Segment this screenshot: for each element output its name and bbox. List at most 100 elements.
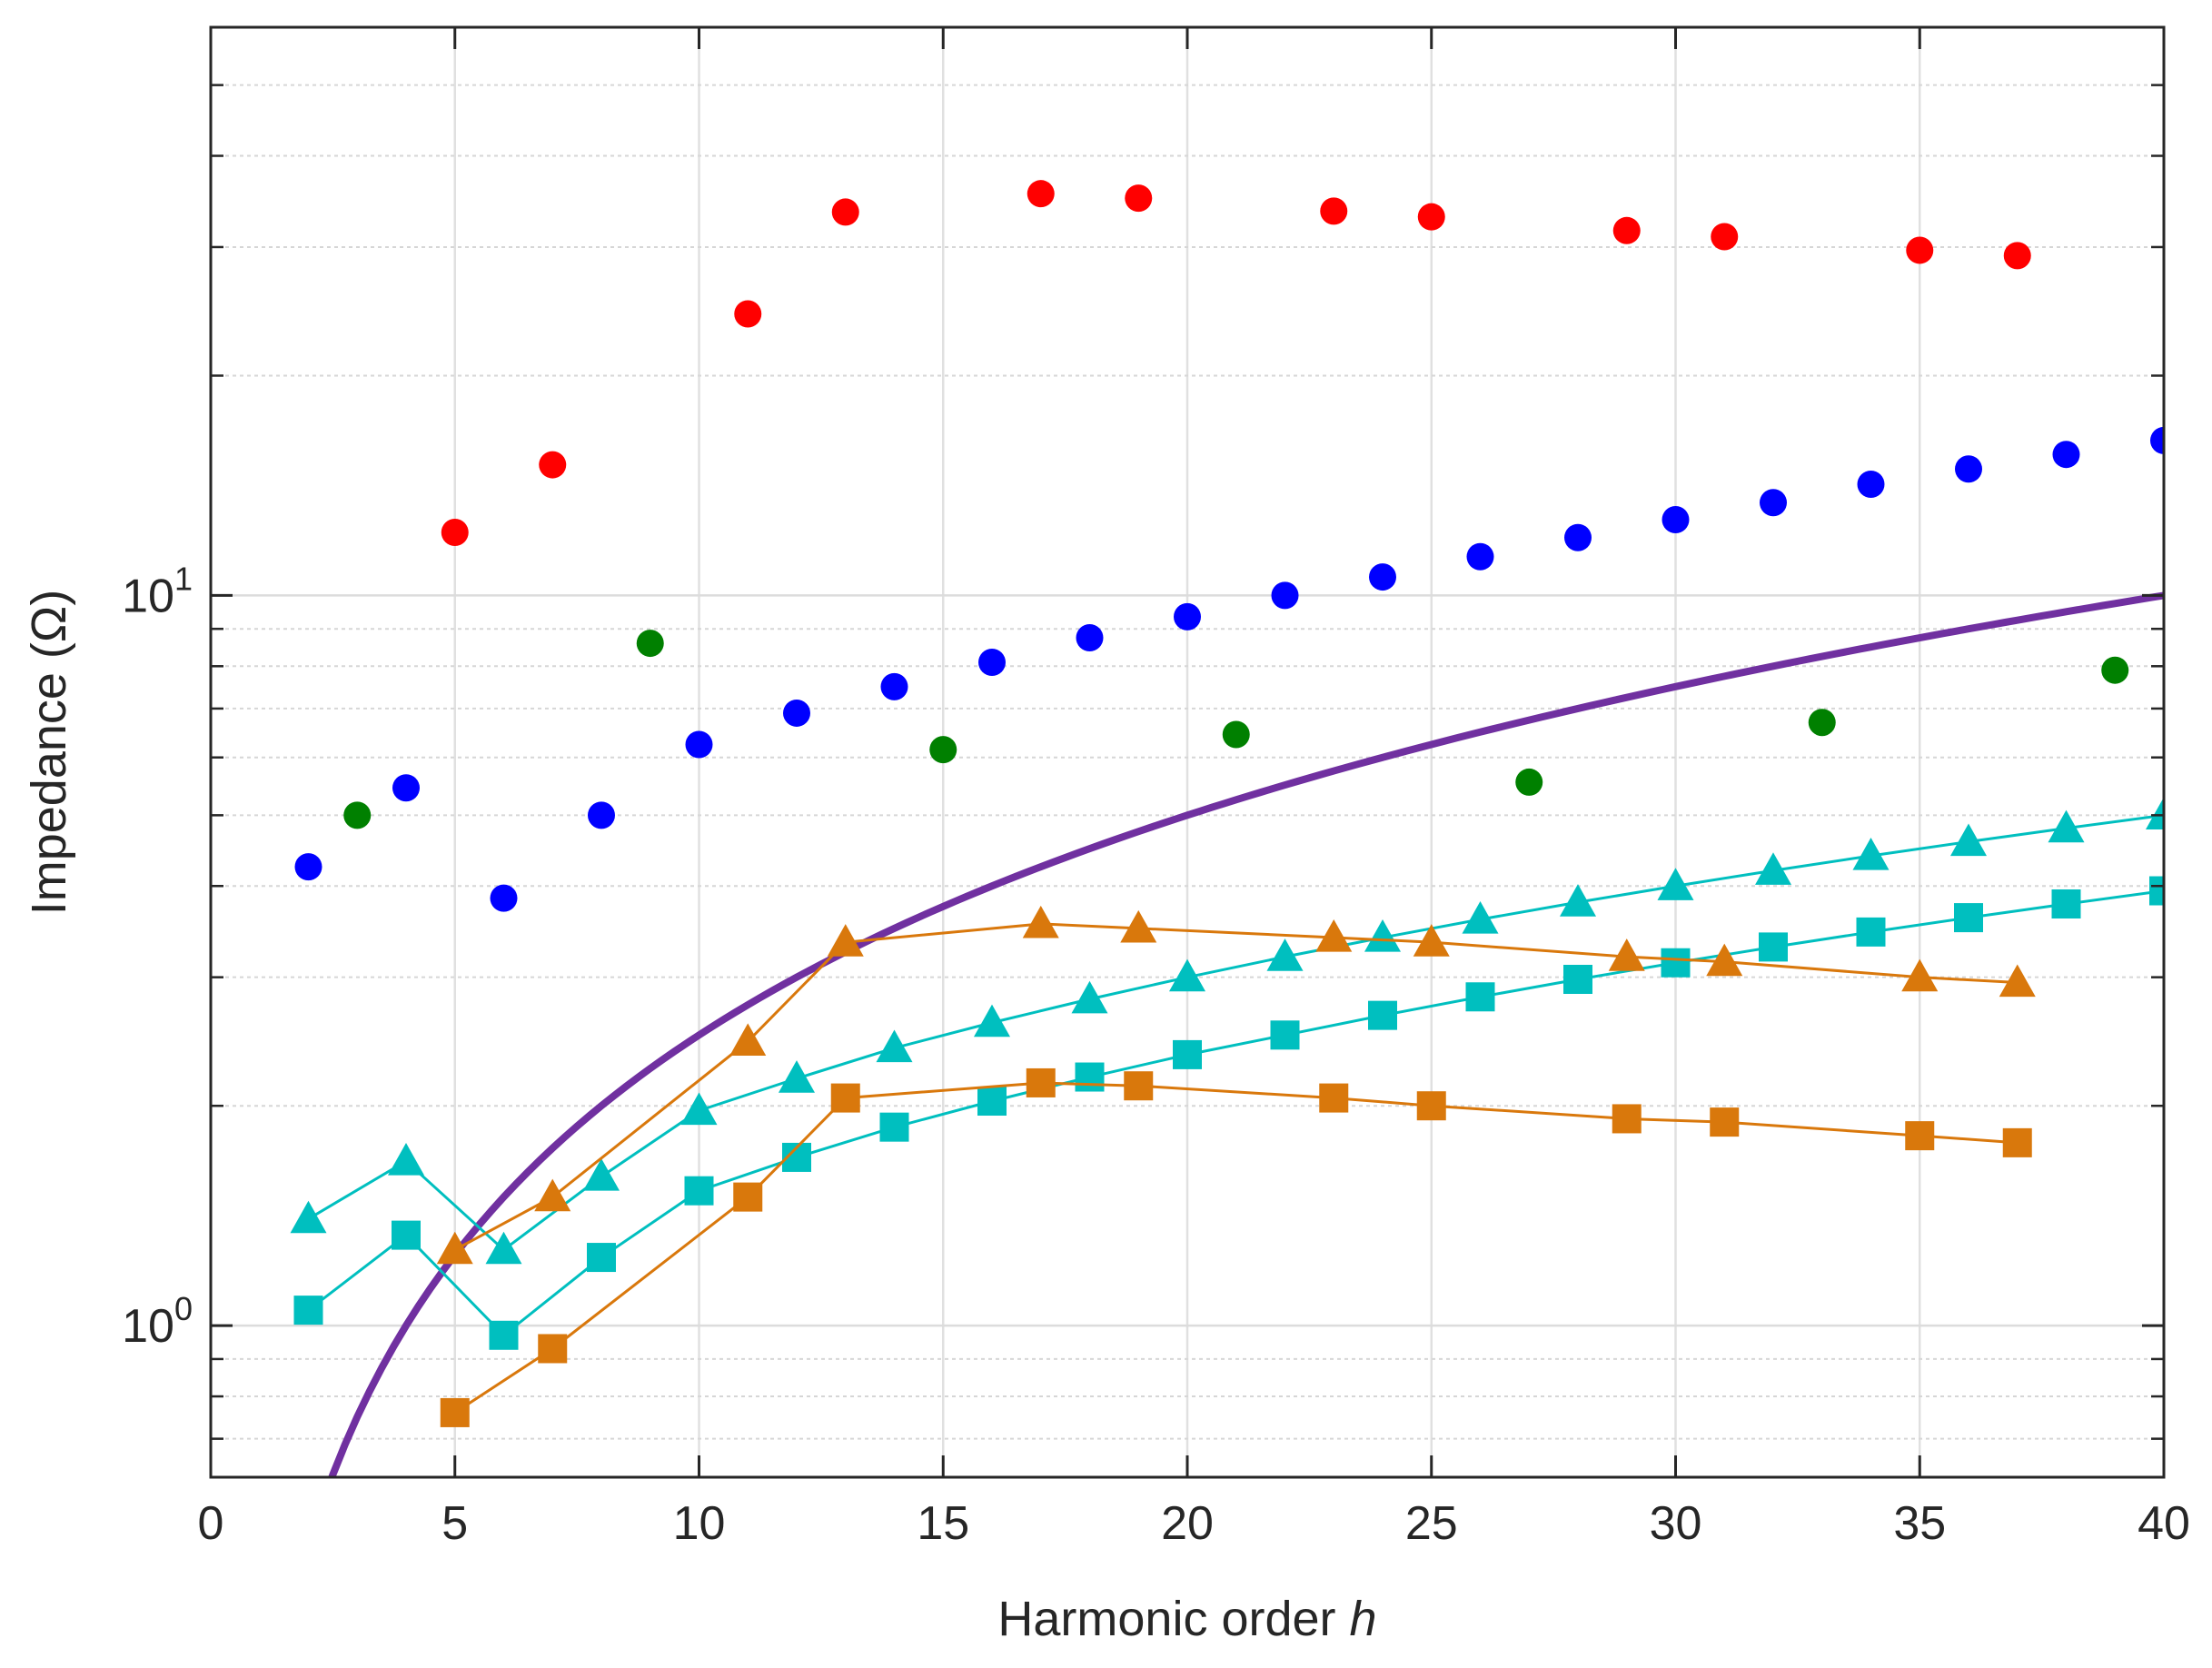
green-dots-point bbox=[1222, 720, 1250, 749]
blue-dots-point bbox=[294, 853, 322, 881]
blue-dots-point bbox=[1760, 489, 1787, 517]
red-dots-point bbox=[2003, 242, 2031, 270]
orange-squares-point bbox=[1026, 1067, 1056, 1097]
blue-dots-point bbox=[588, 801, 615, 829]
x-tick-label: 30 bbox=[1650, 1497, 1702, 1550]
orange-squares-point bbox=[538, 1334, 568, 1364]
cyan-squares-point bbox=[1759, 932, 1788, 962]
orange-triangles-point bbox=[729, 1023, 767, 1056]
cyan-triangles-point bbox=[1169, 958, 1205, 992]
cyan-squares-point bbox=[879, 1112, 909, 1142]
blue-dots-point bbox=[1955, 455, 1982, 483]
blue-dots-point bbox=[1661, 505, 1690, 533]
cyan-squares-point bbox=[489, 1320, 519, 1350]
x-tick-label: 5 bbox=[441, 1497, 468, 1550]
cyan-triangles-point bbox=[2048, 809, 2085, 843]
orange-squares-point bbox=[830, 1083, 860, 1113]
orange-squares-point bbox=[1905, 1121, 1935, 1151]
red-dots-point bbox=[1027, 180, 1055, 208]
cyan-triangles-point bbox=[680, 1092, 718, 1126]
orange-triangles-point bbox=[534, 1178, 571, 1212]
orange-squares-point bbox=[1416, 1091, 1446, 1121]
cyan-squares-point bbox=[1173, 1039, 1202, 1069]
blue-dots-series bbox=[294, 426, 2164, 912]
green-dots-point bbox=[636, 630, 664, 658]
cyan-triangles-line bbox=[307, 813, 2164, 1252]
blue-dots-point bbox=[1271, 581, 1299, 610]
cyan-squares-point bbox=[1368, 1000, 1397, 1030]
cyan-triangles-series bbox=[290, 797, 2164, 1265]
blue-dots-point bbox=[783, 699, 810, 727]
cyan-squares-point bbox=[2149, 876, 2164, 906]
cyan-squares-point bbox=[1661, 948, 1691, 978]
blue-dots-point bbox=[1564, 523, 1592, 551]
purple-curve-line bbox=[328, 591, 2164, 1477]
blue-dots-point bbox=[1466, 542, 1494, 571]
blue-dots-point bbox=[978, 648, 1006, 676]
cyan-triangles-point bbox=[1950, 823, 1987, 857]
x-axis-title-text: Harmonic order bbox=[997, 1592, 1335, 1646]
cyan-triangles-point bbox=[1657, 868, 1694, 900]
red-dots-point bbox=[1906, 236, 1934, 264]
green-dots-point bbox=[929, 736, 957, 764]
orange-squares-point bbox=[1612, 1104, 1642, 1134]
blue-dots-point bbox=[1857, 471, 1885, 499]
purple-curve-series bbox=[328, 591, 2164, 1477]
red-dots-point bbox=[734, 300, 762, 328]
cyan-triangles-point bbox=[779, 1060, 815, 1093]
cyan-triangles-point bbox=[388, 1143, 424, 1176]
cyan-squares-point bbox=[1270, 1020, 1300, 1050]
cyan-triangles-point bbox=[2146, 797, 2164, 829]
cyan-squares-line bbox=[307, 889, 2164, 1337]
x-tick-label: 10 bbox=[673, 1497, 726, 1550]
orange-squares-point bbox=[1319, 1083, 1349, 1113]
cyan-squares-point bbox=[1075, 1062, 1105, 1092]
x-axis-title-variable: h bbox=[1350, 1592, 1377, 1646]
cyan-squares-point bbox=[2051, 889, 2081, 918]
x-tick-label: 0 bbox=[198, 1497, 224, 1550]
red-dots-series bbox=[441, 180, 2031, 547]
x-tick-label: 40 bbox=[2138, 1497, 2190, 1550]
blue-dots-point bbox=[1174, 602, 1201, 630]
orange-triangles-point bbox=[1706, 943, 1743, 977]
cyan-triangles-point bbox=[1364, 918, 1401, 952]
green-dots-point bbox=[343, 801, 372, 829]
orange-triangles-point bbox=[1608, 938, 1645, 971]
y-tick-label: 100 bbox=[122, 1290, 193, 1353]
blue-dots-point bbox=[392, 774, 420, 802]
green-dots-series bbox=[343, 630, 2129, 829]
orange-triangles-point bbox=[1999, 964, 2036, 998]
y-tick-label: 101 bbox=[122, 560, 193, 622]
blue-dots-point bbox=[1076, 624, 1104, 652]
cyan-squares-point bbox=[684, 1176, 714, 1206]
cyan-triangles-point bbox=[1560, 884, 1596, 917]
cyan-squares-point bbox=[392, 1220, 421, 1250]
x-tick-label: 25 bbox=[1405, 1497, 1458, 1550]
orange-triangles-point bbox=[827, 924, 864, 957]
cyan-triangles-point bbox=[974, 1004, 1010, 1038]
red-dots-point bbox=[539, 451, 567, 479]
tick-layer: 0 5 10 15 20 25 30 35 40 100 101 bbox=[122, 27, 2190, 1550]
orange-squares-point bbox=[2002, 1127, 2032, 1157]
cyan-squares-point bbox=[977, 1086, 1007, 1116]
cyan-triangles-point bbox=[485, 1231, 522, 1265]
cyan-squares-point bbox=[1563, 965, 1592, 995]
series-layer bbox=[290, 180, 2164, 1477]
red-dots-point bbox=[1125, 184, 1153, 213]
x-tick-label: 20 bbox=[1161, 1497, 1214, 1550]
red-dots-point bbox=[1612, 216, 1641, 244]
cyan-triangles-point bbox=[1266, 938, 1304, 971]
cyan-squares-point bbox=[1856, 917, 1886, 947]
orange-triangles-series bbox=[436, 905, 2036, 1265]
blue-dots-point bbox=[880, 672, 908, 700]
blue-dots-point bbox=[490, 884, 518, 912]
blue-dots-point bbox=[2052, 441, 2080, 469]
orange-squares-point bbox=[1124, 1071, 1154, 1101]
orange-triangles-point bbox=[436, 1231, 473, 1265]
blue-dots-point bbox=[685, 730, 713, 759]
cyan-triangles-point bbox=[1462, 901, 1499, 934]
cyan-triangles-point bbox=[1071, 980, 1108, 1014]
red-dots-point bbox=[441, 519, 469, 547]
